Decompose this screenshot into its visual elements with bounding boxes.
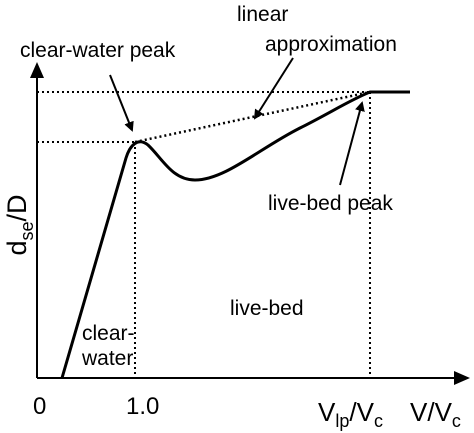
live-bed-region-label: live-bed	[230, 297, 304, 320]
y-axis-arrow-icon	[30, 62, 44, 78]
origin-label: 0	[33, 393, 46, 420]
clear-water-peak-label: clear-water peak	[20, 39, 176, 62]
x-axis-label: V/Vc	[410, 397, 461, 431]
live-bed-peak-label: live-bed peak	[268, 192, 393, 215]
linear-label: linear	[237, 3, 288, 26]
clear-water-region-label-1: clear-	[82, 322, 135, 345]
tick-1-label: 1.0	[126, 393, 159, 420]
linear-approximation-arrow-icon	[253, 57, 294, 120]
linear-approximation-line	[134, 90, 371, 144]
approximation-label: approximation	[265, 33, 397, 56]
vlp-label: Vlp/Vc	[318, 397, 383, 431]
live-bed-peak-arrow-icon	[339, 101, 365, 186]
clear-water-peak-arrow-icon	[109, 74, 134, 132]
clear-water-region-label-2: water	[81, 347, 133, 370]
x-axis-arrow-icon	[454, 371, 470, 385]
y-axis-label: dse/D	[2, 194, 37, 255]
scour-depth-curve	[60, 90, 410, 379]
